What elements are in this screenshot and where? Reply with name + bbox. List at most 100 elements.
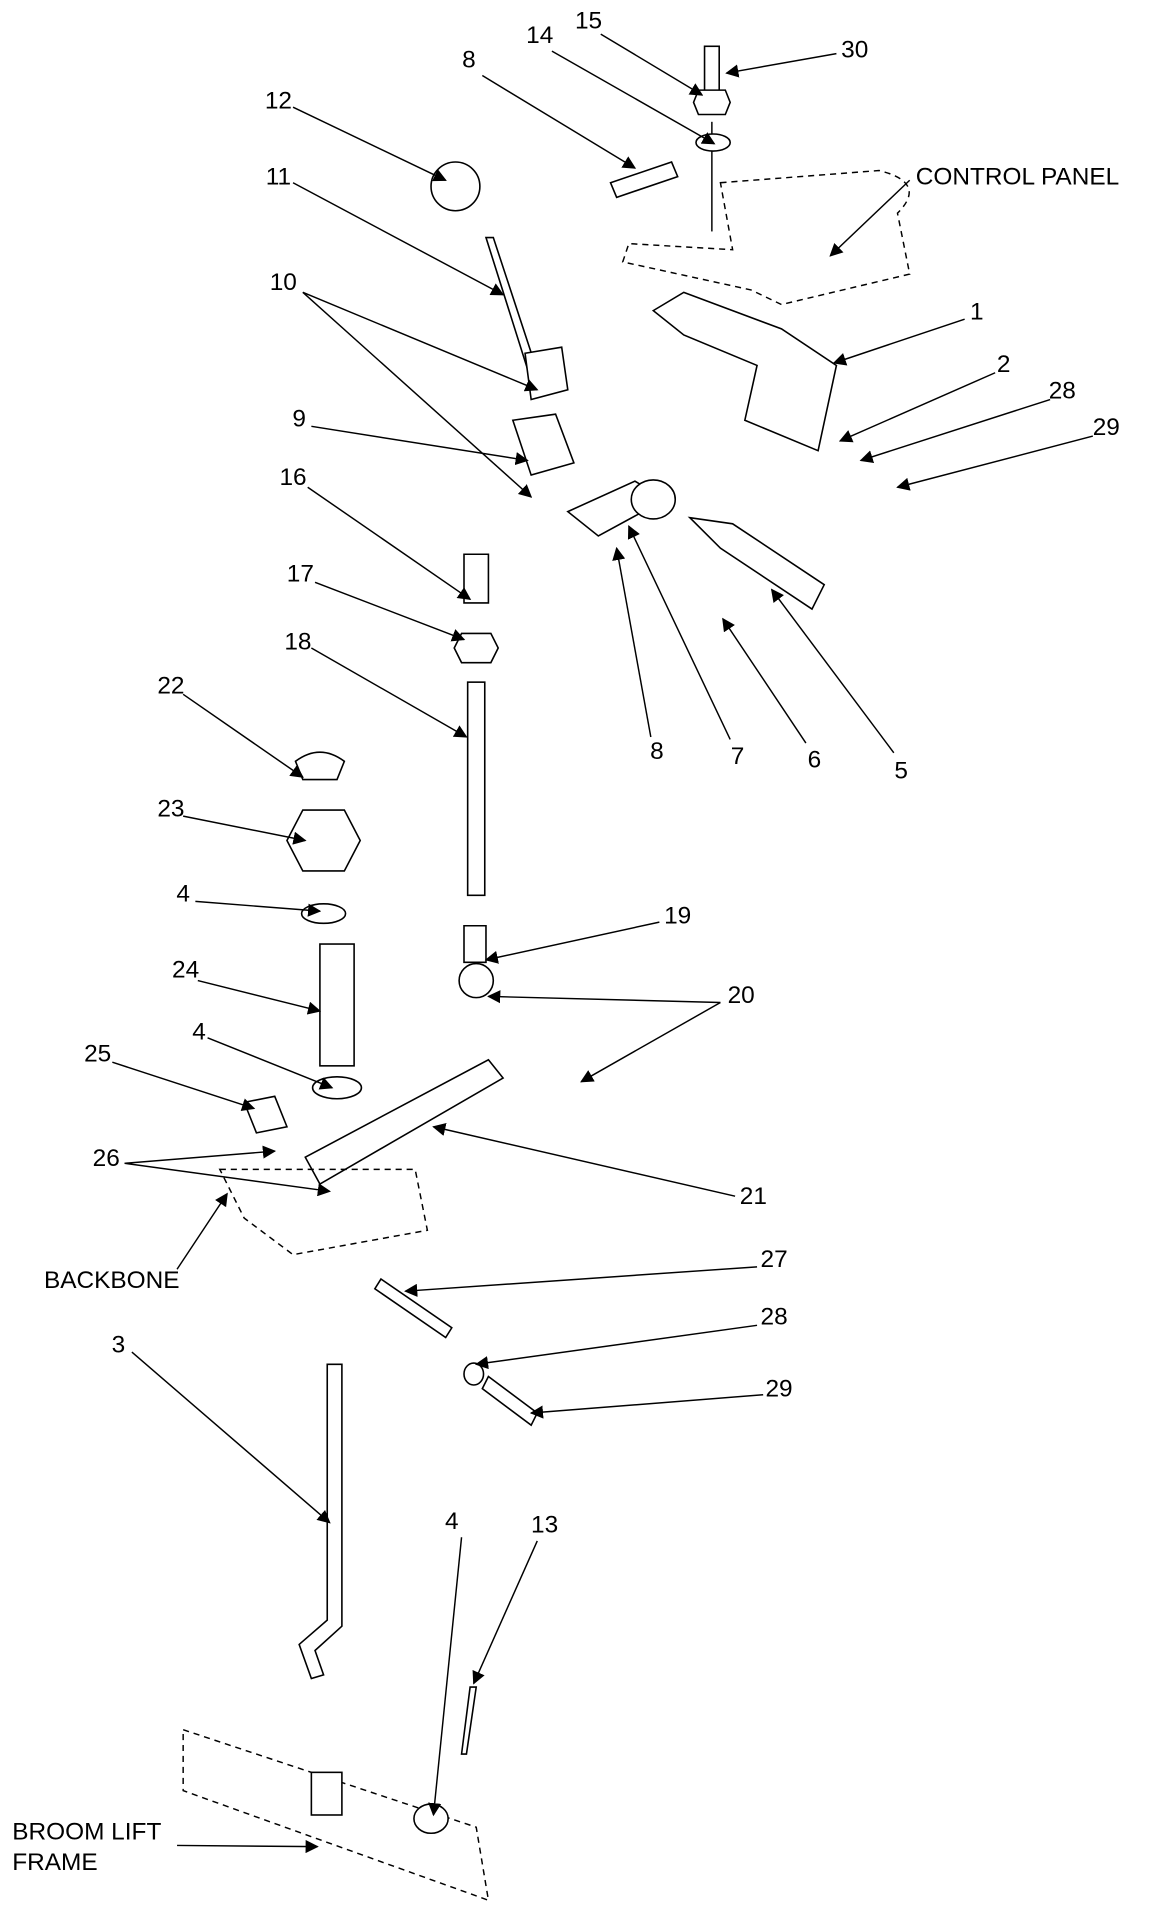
callout-label: 4: [192, 1018, 206, 1045]
callout-label: 30: [841, 37, 868, 64]
callout-label: 22: [157, 672, 184, 699]
callout-label: 15: [575, 7, 602, 34]
lever-plate: [524, 346, 569, 401]
callout-label: 13: [531, 1512, 558, 1539]
leader-line: [195, 900, 322, 917]
callout-label: 18: [284, 629, 311, 656]
washer: [300, 903, 347, 925]
rod-end: [463, 924, 487, 964]
callout-label: 24: [172, 956, 199, 983]
callout-label: 20: [728, 982, 755, 1009]
callout-label: 9: [292, 406, 306, 433]
leader-line: [484, 921, 660, 964]
callout-label: 7: [731, 743, 745, 770]
callout-label: 10: [270, 269, 297, 296]
shaft: [687, 516, 826, 611]
backbone: [218, 1168, 429, 1256]
leader-line: [307, 486, 472, 601]
callout-label: 28: [1049, 378, 1076, 405]
leader-line: [112, 1061, 256, 1112]
callout-label: 4: [445, 1508, 459, 1535]
pin: [373, 1277, 453, 1339]
leader-line: [580, 1001, 721, 1083]
leader-line: [474, 1324, 758, 1370]
leader-line: [838, 372, 996, 443]
eye: [458, 962, 495, 999]
callout-label: 14: [526, 22, 553, 49]
nut: [692, 89, 732, 116]
callout-label: 26: [93, 1145, 120, 1172]
callout-label: 2: [997, 351, 1011, 378]
leader-line: [428, 1537, 463, 1817]
leader-line: [551, 50, 716, 145]
callout-label: 29: [1093, 414, 1120, 441]
leader-line: [311, 647, 468, 738]
leader-line: [829, 179, 911, 257]
control-panel: [621, 169, 911, 306]
bolt: [481, 1375, 539, 1427]
leader-line: [302, 291, 539, 392]
callout-label: 3: [112, 1331, 126, 1358]
callout-label: 11: [266, 163, 291, 190]
leader-line: [481, 74, 637, 169]
leader-line: [182, 693, 304, 778]
leader-line: [197, 979, 322, 1015]
rod: [466, 681, 486, 897]
clevis: [463, 553, 490, 604]
leader-line: [177, 1839, 319, 1854]
callout-label: 17: [287, 560, 314, 587]
leader-line: [832, 318, 965, 366]
tube: [319, 943, 355, 1067]
callout-label: 23: [157, 795, 184, 822]
leader-line: [124, 1162, 331, 1197]
bolt: [609, 161, 679, 199]
leader-line: [432, 1123, 736, 1197]
leader-line: [183, 815, 307, 845]
callout-label: 27: [761, 1246, 788, 1273]
callout-label: 8: [462, 46, 476, 73]
leader-line: [207, 1037, 334, 1090]
callout-label: 4: [176, 881, 190, 908]
callout-label: 25: [84, 1040, 111, 1067]
leader-line: [487, 990, 721, 1004]
callout-label: CONTROL PANEL: [916, 163, 1119, 190]
broom-lift-frame: [182, 1728, 490, 1902]
lift-rod: [298, 1363, 343, 1680]
leader-line: [176, 1192, 228, 1270]
callout-label: 16: [279, 464, 306, 491]
leader-line: [722, 617, 807, 744]
leader-line: [770, 588, 895, 754]
callout-label: 28: [761, 1303, 788, 1330]
leader-line: [600, 33, 704, 96]
bolt: [703, 45, 720, 96]
washer: [311, 1076, 363, 1100]
leader-line: [131, 1351, 331, 1524]
leader-line: [529, 1394, 764, 1419]
collar: [243, 1095, 289, 1134]
bushing: [630, 479, 677, 520]
callout-label: 21: [740, 1183, 767, 1210]
callout-label: BACKBONE: [44, 1267, 180, 1294]
leader-line: [896, 435, 1094, 491]
wing-nut: [294, 751, 346, 781]
leader-line: [302, 291, 533, 498]
callout-label: 5: [894, 758, 908, 785]
callout-label: 8: [650, 738, 664, 765]
bracket: [651, 291, 838, 452]
leader-line: [124, 1145, 277, 1165]
callout-label: 6: [808, 747, 822, 774]
callout-label: FRAME: [12, 1849, 97, 1876]
leader-line: [859, 398, 1051, 464]
callout-label: 29: [765, 1375, 792, 1402]
callout-label: 19: [664, 903, 691, 930]
leader-line: [627, 525, 731, 740]
hex-nut: [286, 809, 362, 872]
parts: [182, 45, 911, 1902]
spacer: [511, 413, 575, 477]
knob: [430, 161, 481, 212]
washer: [463, 1362, 485, 1386]
leader-line: [292, 182, 505, 296]
arm: [304, 1058, 505, 1186]
leader-line: [292, 106, 447, 182]
